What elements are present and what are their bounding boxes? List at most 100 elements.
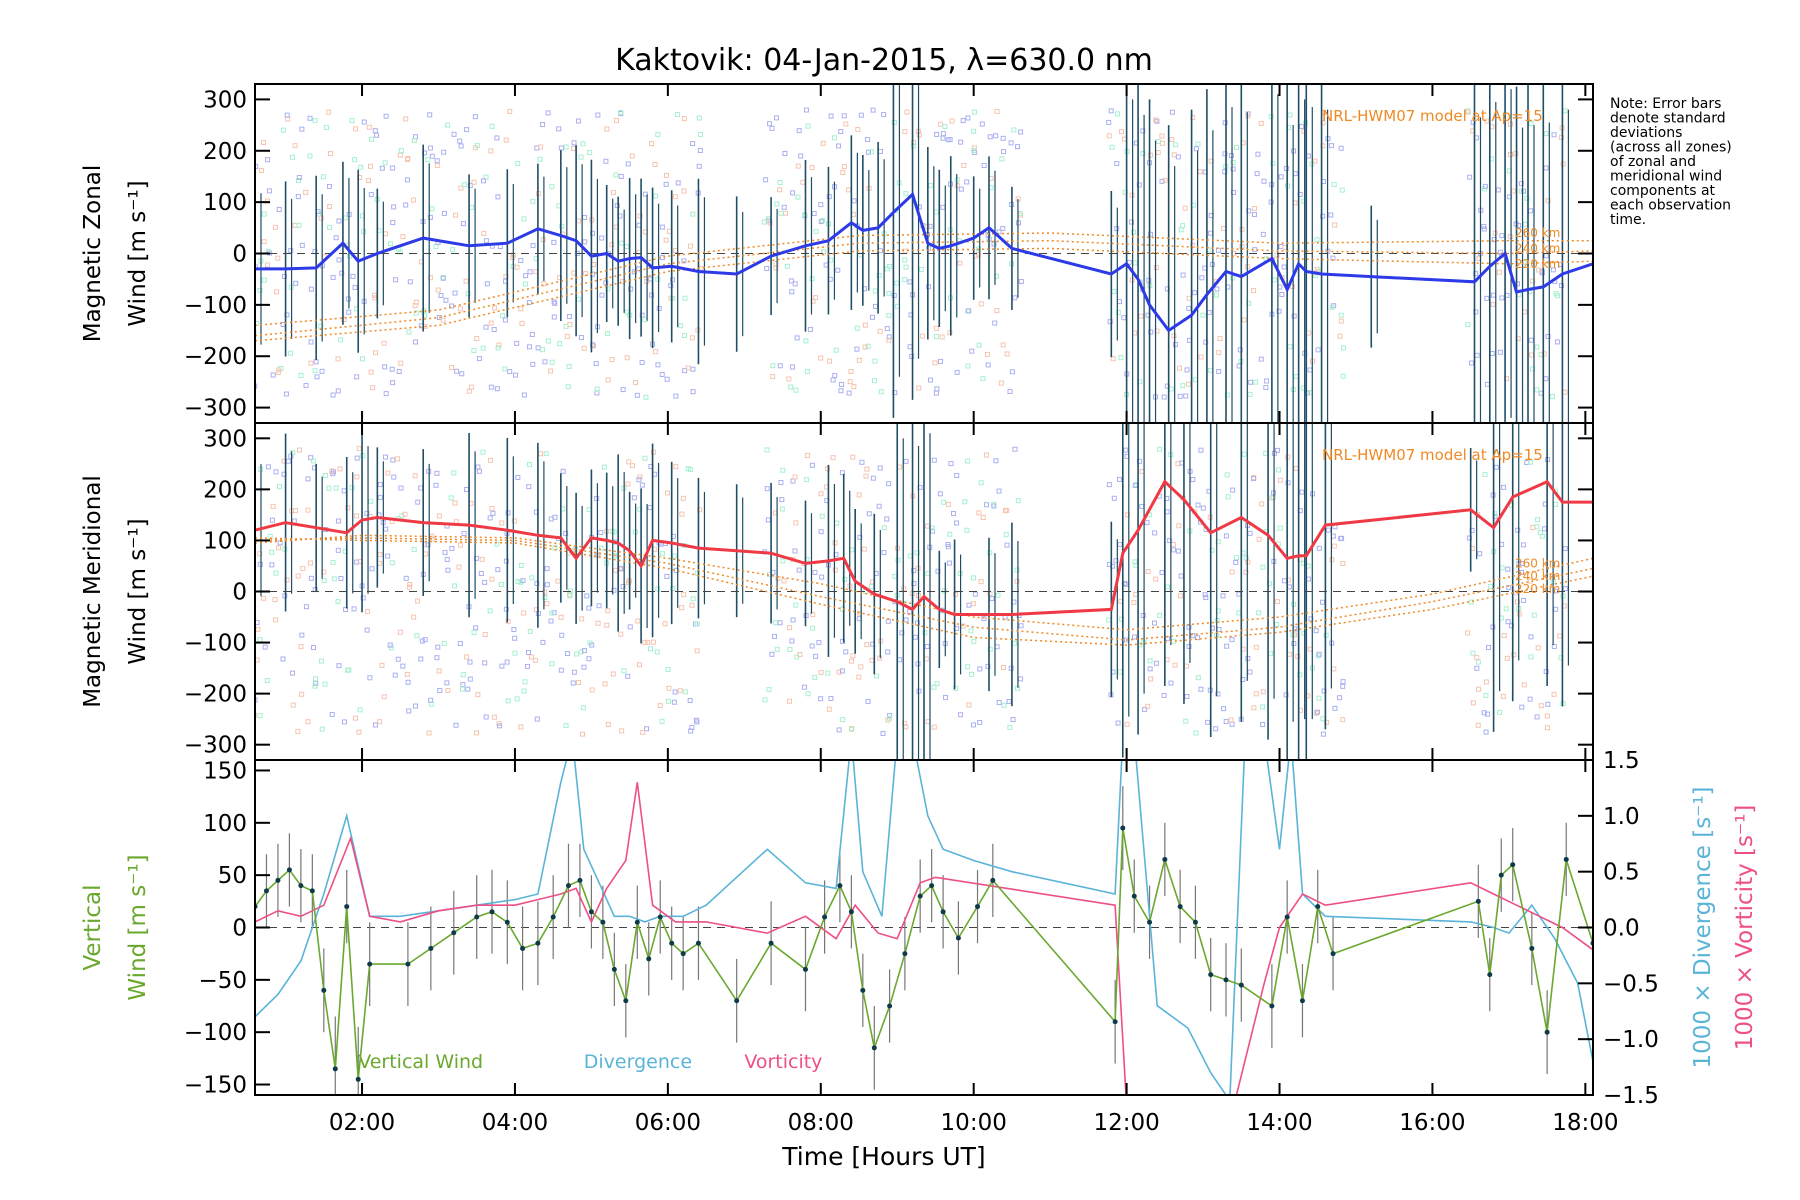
zone-point — [904, 109, 910, 115]
zone-point — [1192, 290, 1198, 296]
zone-point — [354, 474, 360, 480]
zone-point — [415, 598, 421, 604]
zone-point — [499, 313, 505, 319]
vertical-wind-point — [1238, 982, 1244, 988]
zone-point — [342, 215, 348, 221]
zone-point — [1562, 108, 1568, 114]
zone-point — [330, 392, 336, 398]
zone-point — [1001, 149, 1007, 155]
zone-point — [368, 369, 374, 375]
zone-point — [1340, 679, 1346, 685]
zone-point — [818, 491, 824, 497]
zone-point — [557, 341, 563, 347]
zone-point — [1287, 112, 1293, 118]
zone-point — [1247, 391, 1253, 397]
zone-point — [548, 516, 554, 522]
zone-point — [594, 552, 600, 558]
zone-point — [1014, 578, 1020, 584]
zone-point — [515, 474, 521, 480]
zone-point — [907, 553, 913, 559]
vertical-wind-point — [275, 877, 281, 883]
zone-point — [452, 500, 458, 506]
zone-point — [523, 273, 529, 279]
zone-point — [639, 359, 645, 365]
zone-point — [1291, 313, 1297, 319]
zone-point — [535, 345, 541, 351]
zone-point — [441, 210, 447, 216]
zone-point — [928, 183, 934, 189]
zone-point — [1152, 530, 1158, 536]
zone-point — [1338, 318, 1344, 324]
zone-point — [609, 357, 615, 363]
zone-point — [931, 684, 937, 690]
zone-point — [964, 527, 970, 533]
zone-point — [937, 491, 943, 497]
zone-point — [836, 143, 842, 149]
zone-point — [574, 651, 580, 657]
zone-point — [1313, 710, 1319, 716]
zone-point — [820, 217, 826, 223]
zone-point — [563, 144, 569, 150]
zone-point — [1147, 231, 1153, 237]
zone-point — [544, 601, 550, 607]
zone-point — [1490, 624, 1496, 630]
zone-point — [687, 243, 693, 249]
zone-point — [841, 164, 847, 170]
zone-point — [1270, 160, 1276, 166]
zone-point — [886, 481, 892, 487]
zone-point — [1562, 389, 1568, 395]
zone-point — [352, 157, 358, 163]
zone-point — [1117, 669, 1123, 675]
zone-point — [1251, 212, 1257, 218]
zone-point — [1550, 267, 1556, 273]
zone-point — [650, 449, 656, 455]
zone-point — [777, 187, 783, 193]
zone-point — [571, 140, 577, 146]
zone-point — [1243, 569, 1249, 575]
vertical-wind-point — [1487, 972, 1493, 978]
vertical-wind-point — [1563, 856, 1569, 862]
zone-point — [770, 363, 776, 369]
zone-point — [488, 148, 494, 154]
zone-point — [1202, 592, 1208, 598]
vertical-wind-point — [1529, 945, 1535, 951]
vertical-wind-point — [474, 914, 480, 920]
zone-point — [1338, 536, 1344, 542]
zone-point — [567, 593, 573, 599]
zone-point — [299, 242, 305, 248]
zone-point — [566, 314, 572, 320]
zone-point — [503, 137, 509, 143]
zone-point — [518, 257, 524, 263]
vertical-wind-point — [298, 883, 304, 889]
zone-point — [851, 198, 857, 204]
zone-point — [540, 237, 546, 243]
zone-point — [1535, 645, 1541, 651]
zone-point — [341, 488, 347, 494]
zone-point — [605, 722, 611, 728]
zone-point — [412, 339, 418, 345]
vertical-wind-point — [565, 883, 571, 889]
zone-point — [1314, 709, 1320, 715]
zone-point — [1106, 133, 1112, 139]
zone-point — [793, 520, 799, 526]
zone-point — [819, 513, 825, 519]
zone-point — [836, 727, 842, 733]
zone-point — [828, 113, 834, 119]
zone-point — [1106, 119, 1112, 125]
zone-point — [1527, 696, 1533, 702]
zone-point — [261, 595, 267, 601]
zone-point — [440, 275, 446, 281]
zone-point — [540, 639, 546, 645]
zone-point — [1529, 352, 1535, 358]
zone-point — [565, 384, 571, 390]
zone-point — [863, 473, 869, 479]
zone-point — [427, 214, 433, 220]
zone-point — [411, 614, 417, 620]
y-tick-label: −300 — [184, 733, 247, 759]
zone-point — [892, 573, 898, 579]
zone-point — [1193, 377, 1199, 383]
zone-point — [290, 450, 296, 456]
zone-point — [923, 656, 929, 662]
zone-point — [1497, 709, 1503, 715]
zone-point — [436, 315, 442, 321]
